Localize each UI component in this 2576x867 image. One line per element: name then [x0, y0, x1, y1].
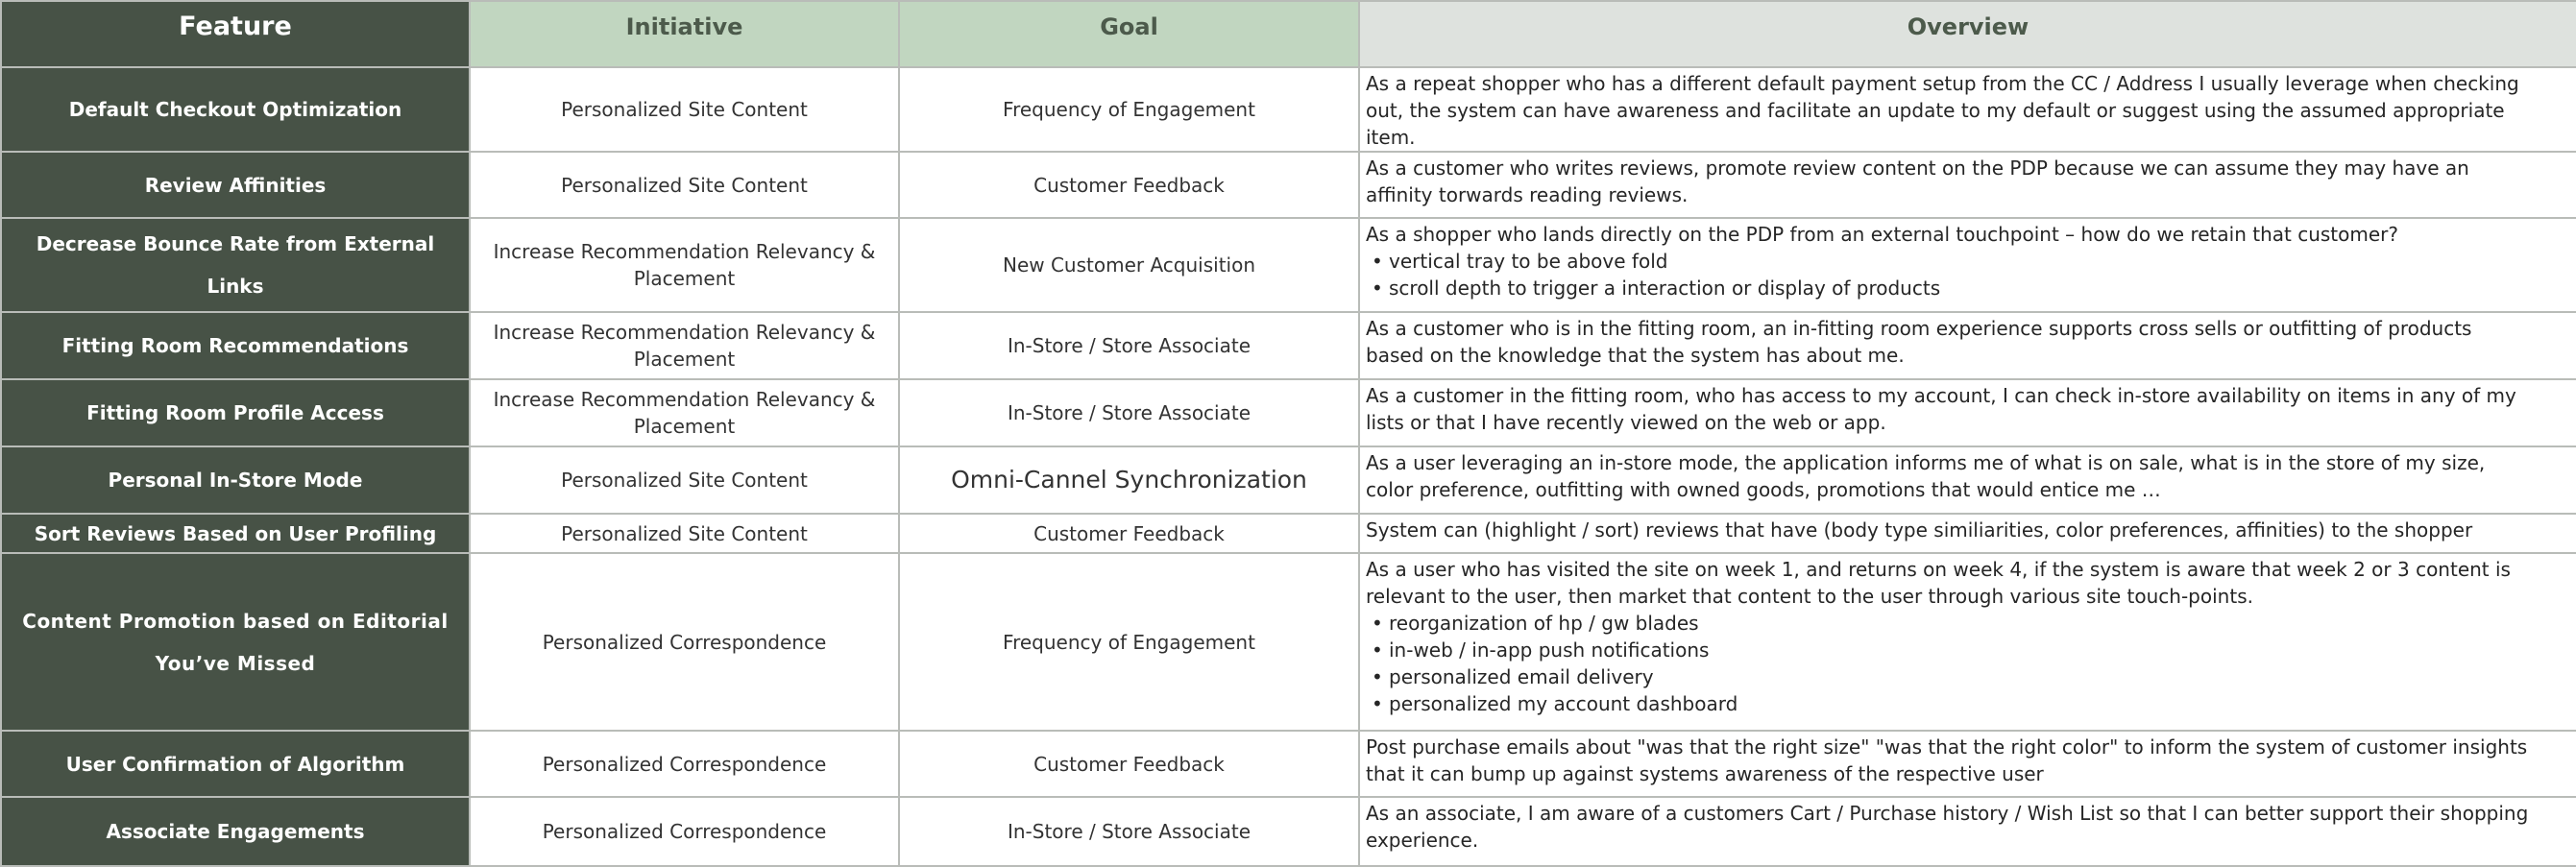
- initiative-cell: Personalized Correspondence: [469, 796, 900, 867]
- initiative-cell: Personalized Site Content: [469, 446, 900, 515]
- table-row: Review Affinities Personalized Site Cont…: [0, 151, 2576, 219]
- feature-cell: Decrease Bounce Rate from External Links: [0, 217, 471, 313]
- table-row: Default Checkout Optimization Personaliz…: [0, 66, 2576, 153]
- overview-cell: As a customer in the fitting room, who h…: [1358, 378, 2576, 447]
- overview-text: As a customer in the fitting room, who h…: [1366, 384, 2516, 434]
- goal-cell: Frequency of Engagement: [898, 66, 1360, 153]
- overview-text: As a user leveraging an in-store mode, t…: [1366, 451, 2486, 501]
- feature-cell: Personal In-Store Mode: [0, 446, 471, 515]
- header-row: Feature Initiative Goal Overview: [0, 0, 2576, 68]
- bullet-item: personalized my account dashboard: [1366, 690, 2532, 717]
- goal-cell: Customer Feedback: [898, 513, 1360, 554]
- overview-text: As a repeat shopper who has a different …: [1366, 72, 2519, 149]
- overview-text: Post purchase emails about "was that the…: [1366, 735, 2528, 785]
- feature-cell: Default Checkout Optimization: [0, 66, 471, 153]
- bullet-item: vertical tray to be above fold: [1366, 248, 2532, 275]
- feature-cell: User Confirmation of Algorithm: [0, 730, 471, 798]
- header-overview: Overview: [1358, 0, 2576, 68]
- goal-cell: New Customer Acquisition: [898, 217, 1360, 313]
- header-feature: Feature: [0, 0, 471, 68]
- table-row: Personal In-Store Mode Personalized Site…: [0, 446, 2576, 515]
- overview-cell: System can (highlight / sort) reviews th…: [1358, 513, 2576, 554]
- overview-cell: As a user who has visited the site on we…: [1358, 552, 2576, 732]
- feature-cell: Fitting Room Profile Access: [0, 378, 471, 447]
- overview-cell: As a customer who is in the fitting room…: [1358, 311, 2576, 380]
- overview-cell: As a repeat shopper who has a different …: [1358, 66, 2576, 153]
- bullet-item: reorganization of hp / gw blades: [1366, 610, 2532, 637]
- overview-cell: Post purchase emails about "was that the…: [1358, 730, 2576, 798]
- bullet-item: scroll depth to trigger a interaction or…: [1366, 275, 2532, 301]
- overview-text: System can (highlight / sort) reviews th…: [1366, 518, 2473, 542]
- table-row: Fitting Room Recommendations Increase Re…: [0, 311, 2576, 380]
- goal-cell: Omni-Cannel Synchronization: [898, 446, 1360, 515]
- initiative-cell: Increase Recommendation Relevancy & Plac…: [469, 378, 900, 447]
- initiative-cell: Personalized Correspondence: [469, 730, 900, 798]
- goal-cell: In-Store / Store Associate: [898, 796, 1360, 867]
- overview-text: As a customer who is in the fitting room…: [1366, 317, 2472, 367]
- initiative-cell: Personalized Correspondence: [469, 552, 900, 732]
- initiative-cell: Personalized Site Content: [469, 151, 900, 219]
- feature-cell: Review Affinities: [0, 151, 471, 219]
- initiative-cell: Increase Recommendation Relevancy & Plac…: [469, 311, 900, 380]
- goal-cell: In-Store / Store Associate: [898, 378, 1360, 447]
- overview-cell: As a user leveraging an in-store mode, t…: [1358, 446, 2576, 515]
- header-goal: Goal: [898, 0, 1360, 68]
- table-row: Decrease Bounce Rate from External Links…: [0, 217, 2576, 313]
- bullet-item: in-web / in-app push notifications: [1366, 637, 2532, 663]
- initiative-cell: Personalized Site Content: [469, 66, 900, 153]
- table-row: Sort Reviews Based on User Profiling Per…: [0, 513, 2576, 554]
- overview-text: As a user who has visited the site on we…: [1366, 558, 2511, 608]
- initiative-cell: Personalized Site Content: [469, 513, 900, 554]
- overview-bullets: reorganization of hp / gw blades in-web …: [1366, 610, 2532, 717]
- table-row: Content Promotion based on Editorial You…: [0, 552, 2576, 732]
- bullet-item: personalized email delivery: [1366, 663, 2532, 690]
- table-row: Fitting Room Profile Access Increase Rec…: [0, 378, 2576, 447]
- overview-cell: As a shopper who lands directly on the P…: [1358, 217, 2576, 313]
- feature-cell: Sort Reviews Based on User Profiling: [0, 513, 471, 554]
- overview-text: As a shopper who lands directly on the P…: [1366, 223, 2398, 246]
- goal-cell: Customer Feedback: [898, 730, 1360, 798]
- table-row: User Confirmation of Algorithm Personali…: [0, 730, 2576, 798]
- goal-cell: In-Store / Store Associate: [898, 311, 1360, 380]
- initiative-cell: Increase Recommendation Relevancy & Plac…: [469, 217, 900, 313]
- feature-cell: Content Promotion based on Editorial You…: [0, 552, 471, 732]
- goal-cell: Customer Feedback: [898, 151, 1360, 219]
- overview-cell: As an associate, I am aware of a custome…: [1358, 796, 2576, 867]
- overview-text: As a customer who writes reviews, promot…: [1366, 157, 2469, 206]
- table-row: Associate Engagements Personalized Corre…: [0, 796, 2576, 867]
- feature-cell: Fitting Room Recommendations: [0, 311, 471, 380]
- header-initiative: Initiative: [469, 0, 900, 68]
- overview-bullets: vertical tray to be above fold scroll de…: [1366, 248, 2532, 301]
- goal-cell: Frequency of Engagement: [898, 552, 1360, 732]
- overview-cell: As a customer who writes reviews, promot…: [1358, 151, 2576, 219]
- overview-text: As an associate, I am aware of a custome…: [1366, 802, 2529, 852]
- feature-cell: Associate Engagements: [0, 796, 471, 867]
